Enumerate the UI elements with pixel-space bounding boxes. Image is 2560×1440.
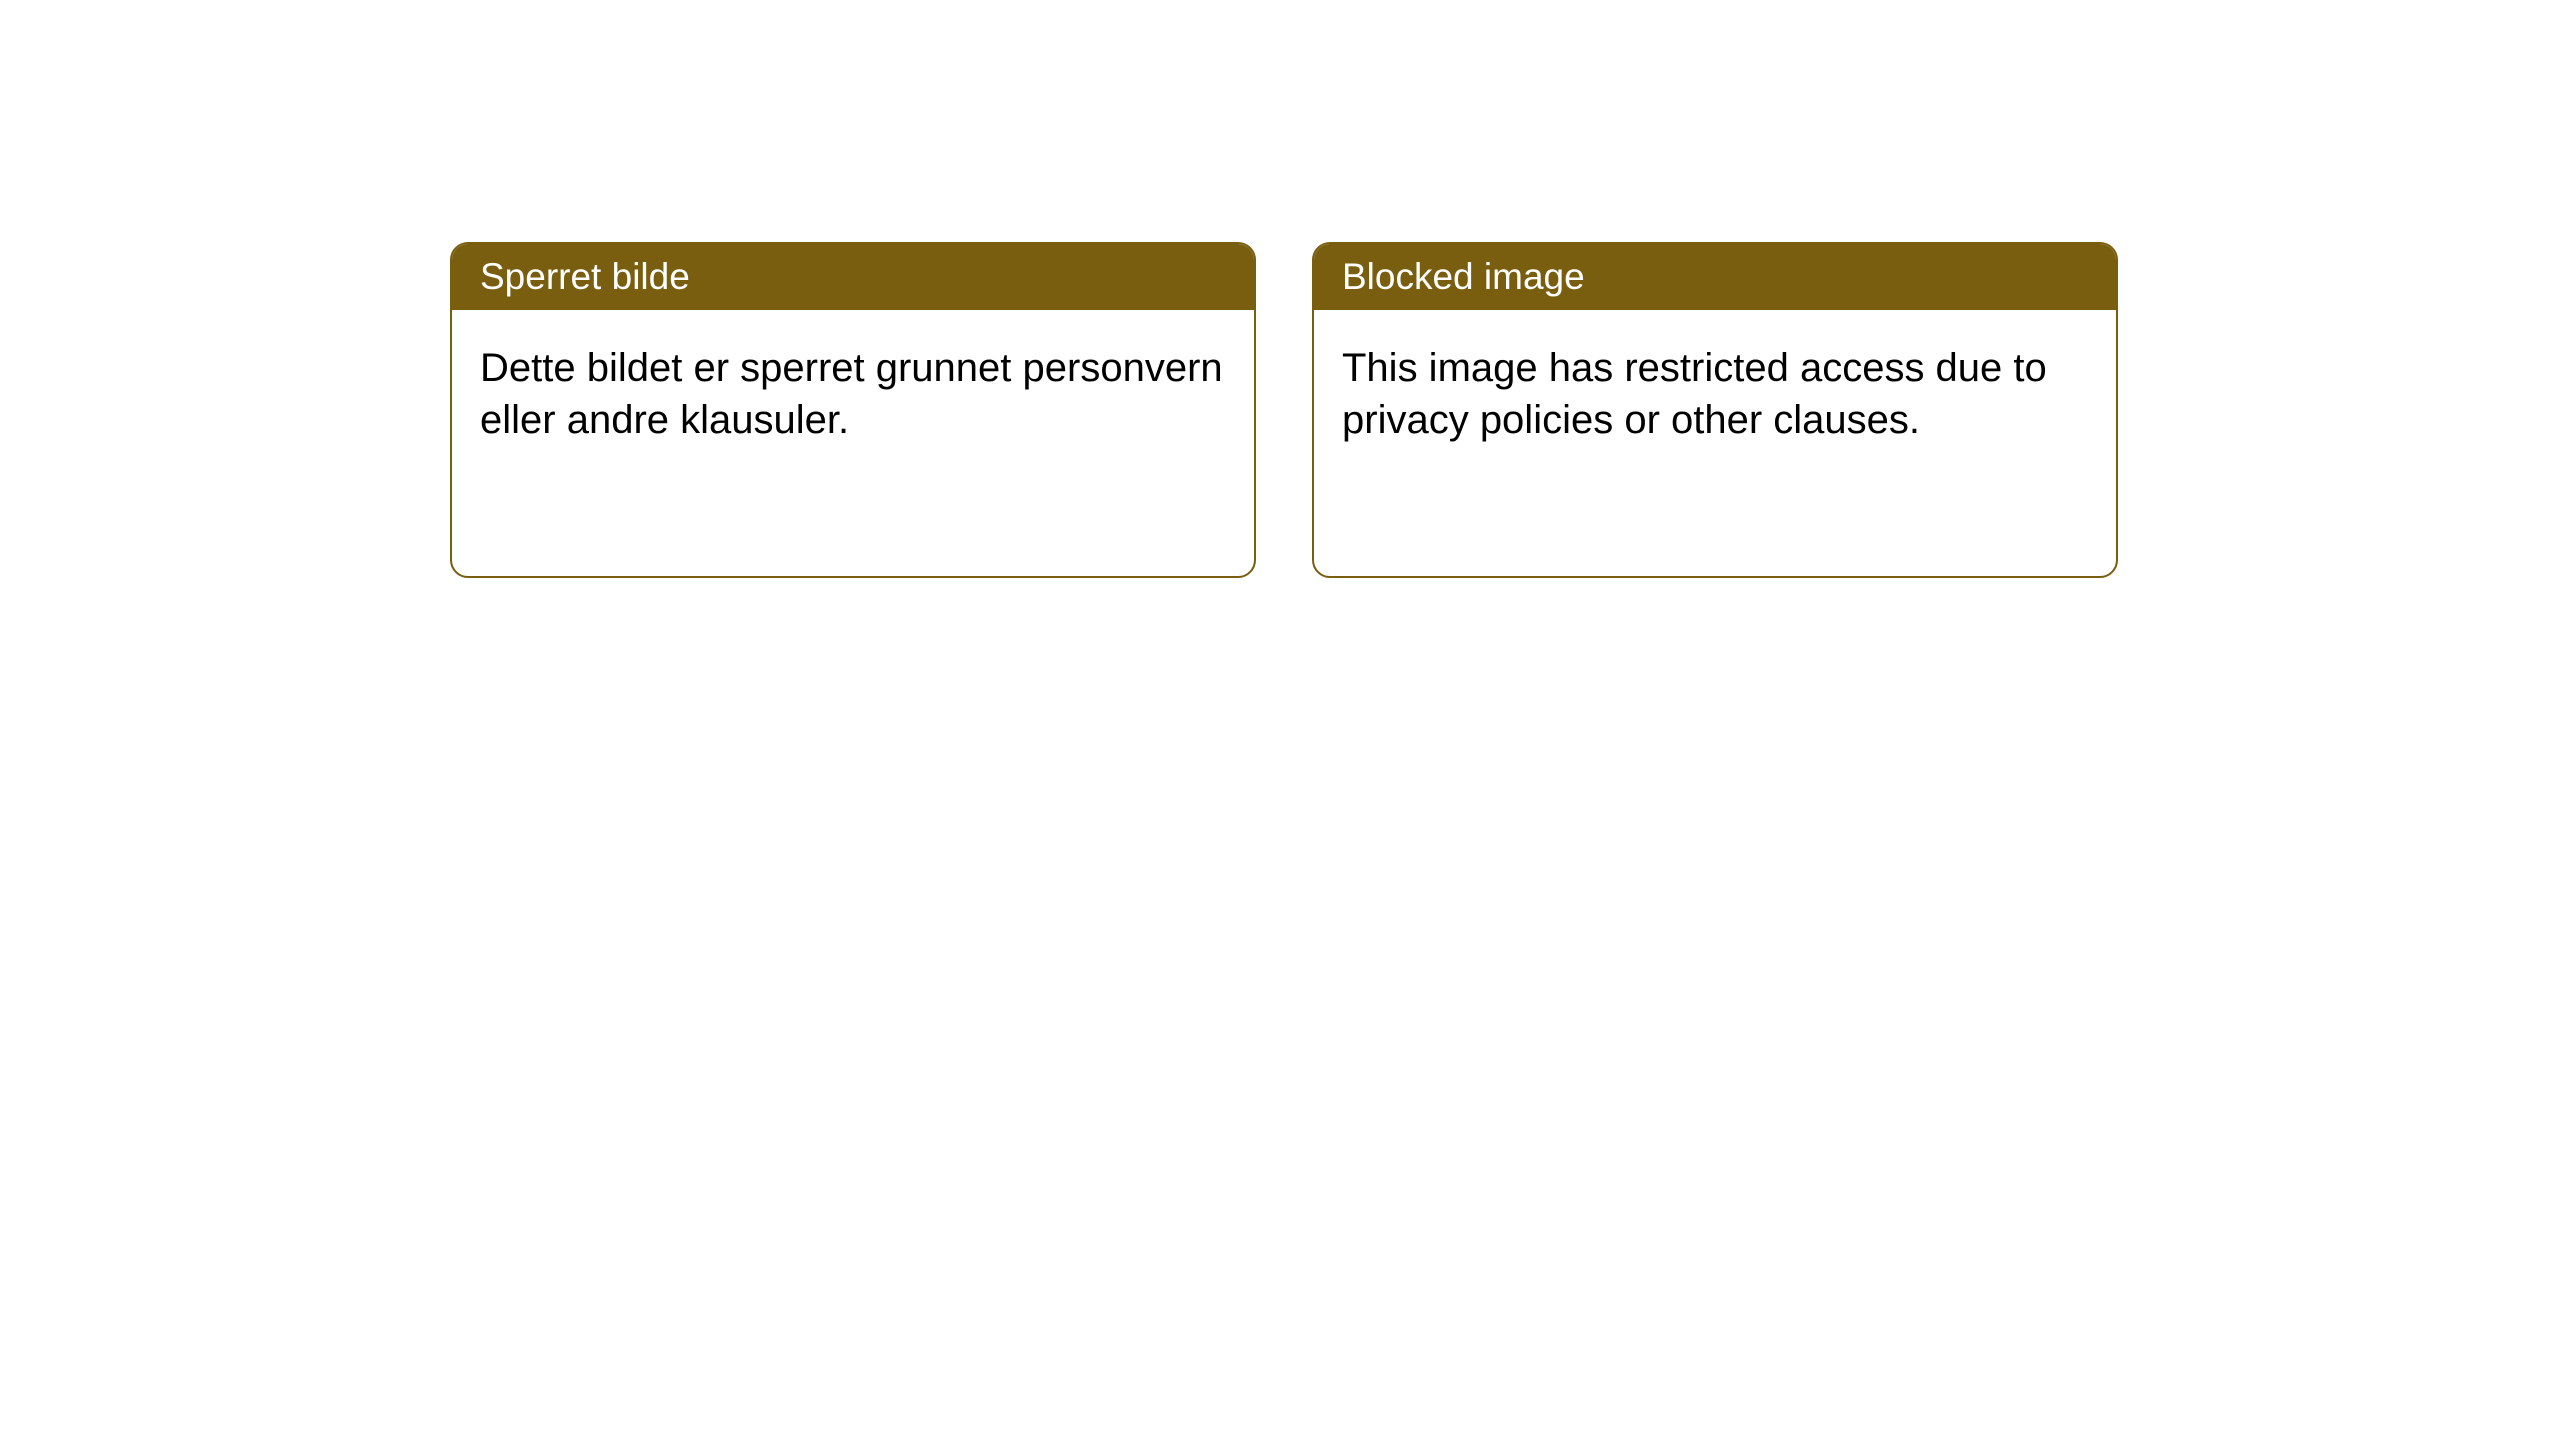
card-header: Sperret bilde (452, 244, 1254, 310)
card-title: Sperret bilde (480, 256, 690, 297)
notice-card-english: Blocked image This image has restricted … (1312, 242, 2118, 578)
card-title: Blocked image (1342, 256, 1585, 297)
notice-card-norwegian: Sperret bilde Dette bildet er sperret gr… (450, 242, 1256, 578)
notice-cards-container: Sperret bilde Dette bildet er sperret gr… (450, 242, 2118, 578)
card-body-text: This image has restricted access due to … (1342, 346, 2047, 442)
card-body-text: Dette bildet er sperret grunnet personve… (480, 346, 1223, 442)
card-body: This image has restricted access due to … (1314, 310, 2116, 478)
card-body: Dette bildet er sperret grunnet personve… (452, 310, 1254, 478)
card-header: Blocked image (1314, 244, 2116, 310)
